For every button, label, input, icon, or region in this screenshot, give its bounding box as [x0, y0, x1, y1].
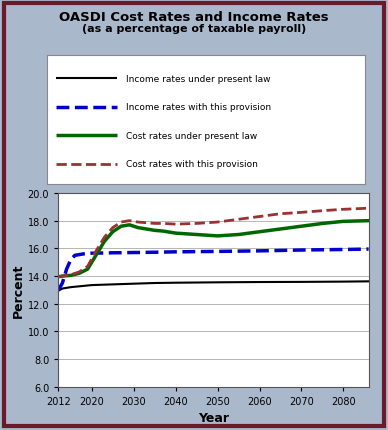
Text: Cost rates with this provision: Cost rates with this provision	[126, 160, 258, 169]
Text: OASDI Cost Rates and Income Rates: OASDI Cost Rates and Income Rates	[59, 11, 329, 24]
X-axis label: Year: Year	[198, 412, 229, 424]
Y-axis label: Percent: Percent	[12, 263, 25, 317]
Text: (as a percentage of taxable payroll): (as a percentage of taxable payroll)	[82, 24, 306, 34]
Text: Income rates under present law: Income rates under present law	[126, 75, 270, 83]
Text: Cost rates under present law: Cost rates under present law	[126, 132, 257, 140]
Text: Income rates with this provision: Income rates with this provision	[126, 103, 271, 112]
